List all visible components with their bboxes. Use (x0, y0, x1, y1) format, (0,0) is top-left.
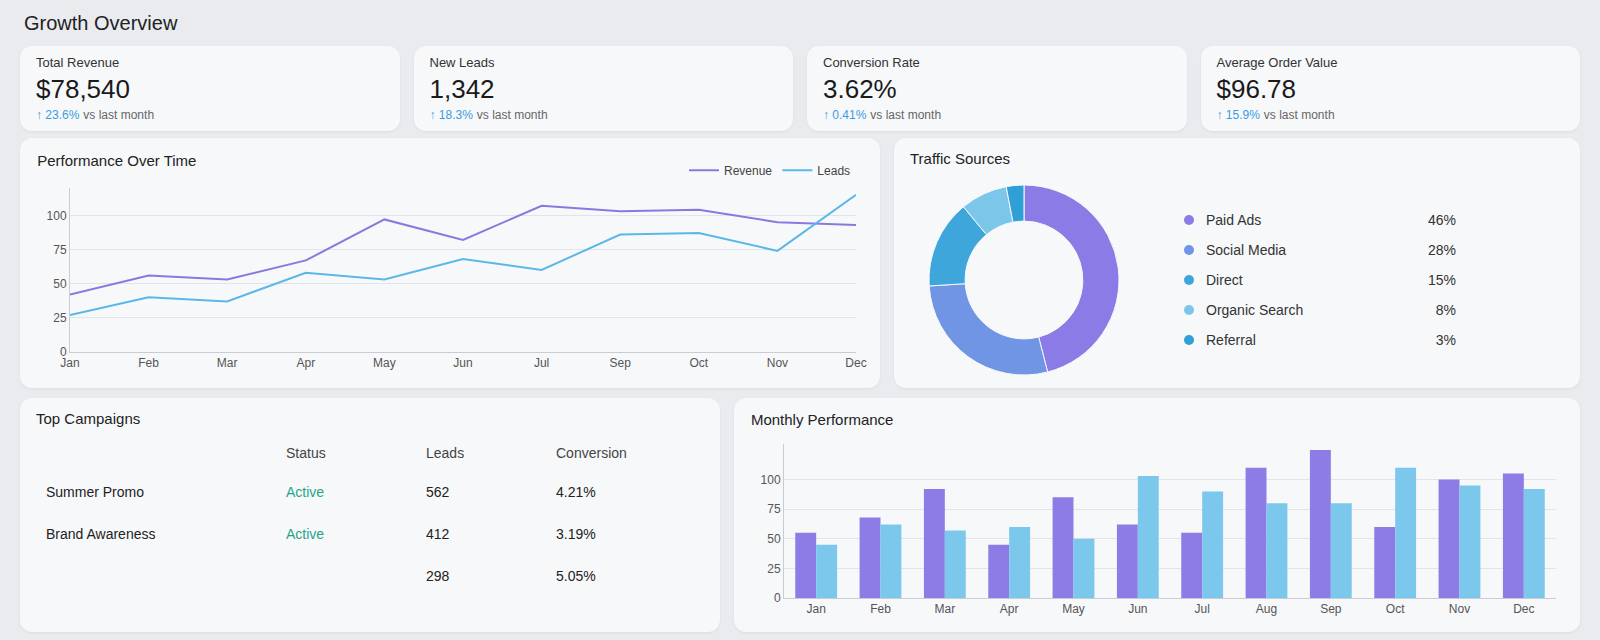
svg-text:Dec: Dec (845, 356, 866, 370)
html-text:4.21%: 4.21% (556, 484, 596, 500)
html-text:↑ 15.9% vs last month: ↑ 15.9% vs last month (1216, 108, 1335, 122)
svg-text:Feb: Feb (870, 602, 891, 616)
html-text:↑ 0.41% vs last month: ↑ 0.41% vs last month (823, 108, 942, 122)
html-text:Growth Overview: Growth Overview (24, 12, 178, 34)
svg-text:Oct: Oct (689, 356, 708, 370)
svg-text:Leads: Leads (817, 164, 850, 178)
html-text:Active: Active (286, 484, 325, 500)
svg-text:Sep: Sep (1320, 602, 1342, 616)
svg-text:0: 0 (60, 345, 67, 359)
html-text:Average Order Value: Average Order Value (1216, 55, 1338, 70)
svg-text:100: 100 (47, 209, 67, 223)
svg-text:Mar: Mar (934, 602, 955, 616)
svg-text:Jan: Jan (806, 602, 825, 616)
svg-text:Feb: Feb (138, 356, 159, 370)
html-text:Top Campaigns: Top Campaigns (36, 410, 141, 427)
html-text:Conversion Rate: Conversion Rate (823, 55, 920, 70)
svg-text:Monthly Performance: Monthly Performance (751, 411, 894, 428)
svg-text:Jun: Jun (1128, 602, 1147, 616)
svg-text:75: 75 (767, 502, 781, 516)
html-text:Direct: Direct (1206, 272, 1243, 288)
html-text:New Leads: New Leads (429, 55, 495, 70)
html-text:Referral: Referral (1206, 332, 1256, 348)
svg-text:Nov: Nov (767, 356, 788, 370)
svg-text:50: 50 (53, 277, 67, 291)
html-text:Conversion: Conversion (556, 445, 627, 461)
html-text:Total Revenue: Total Revenue (36, 55, 120, 70)
html-text:Brand Awareness: Brand Awareness (46, 526, 156, 542)
html-text:3.62%: 3.62% (823, 74, 897, 104)
svg-text:Mar: Mar (217, 356, 238, 370)
svg-text:Apr: Apr (296, 356, 315, 370)
html-text:Status: Status (286, 445, 326, 461)
svg-text:Oct: Oct (1386, 602, 1405, 616)
html-text:298: 298 (426, 568, 450, 584)
html-text:1,342: 1,342 (429, 74, 495, 104)
html-text:↑ 18.3% vs last month: ↑ 18.3% vs last month (429, 108, 548, 122)
html-text:Active: Active (286, 526, 325, 542)
html-text:↑ 23.6% vs last month: ↑ 23.6% vs last month (36, 108, 155, 122)
svg-text:Jul: Jul (534, 356, 549, 370)
html-text:3.19%: 3.19% (556, 526, 596, 542)
html-text:Social Media: Social Media (1206, 242, 1287, 258)
svg-text:Aug: Aug (1256, 602, 1277, 616)
svg-text:May: May (373, 356, 396, 370)
svg-text:0: 0 (774, 591, 781, 605)
svg-text:Jan: Jan (60, 356, 79, 370)
svg-text:Performance Over Time: Performance Over Time (37, 152, 196, 169)
svg-text:75: 75 (53, 243, 67, 257)
svg-text:Jul: Jul (1194, 602, 1209, 616)
svg-text:Revenue: Revenue (724, 164, 772, 178)
html-text:$96.78: $96.78 (1216, 74, 1296, 104)
svg-text:Jun: Jun (453, 356, 472, 370)
html-text:Leads: Leads (426, 445, 465, 461)
svg-text:50: 50 (767, 532, 781, 546)
svg-text:Nov: Nov (1449, 602, 1470, 616)
html-text:412: 412 (426, 526, 450, 542)
html-text:Summer Promo: Summer Promo (46, 484, 144, 500)
html-text:562: 562 (426, 484, 450, 500)
html-text:$78,540: $78,540 (36, 74, 130, 104)
svg-text:May: May (1062, 602, 1085, 616)
html-text:3%: 3% (1435, 332, 1456, 348)
svg-text:100: 100 (761, 473, 781, 487)
svg-text:25: 25 (767, 562, 781, 576)
svg-text:Sep: Sep (610, 356, 632, 370)
html-text:Paid Ads: Paid Ads (1206, 212, 1262, 228)
svg-text:Dec: Dec (1513, 602, 1534, 616)
html-text:Traffic Sources: Traffic Sources (910, 150, 1010, 167)
html-text:15%: 15% (1428, 272, 1456, 288)
svg-text:25: 25 (53, 311, 67, 325)
html-text:28%: 28% (1428, 242, 1456, 258)
svg-text:Apr: Apr (1000, 602, 1019, 616)
html-text:5.05%: 5.05% (556, 568, 596, 584)
html-text:46%: 46% (1428, 212, 1456, 228)
html-text:8%: 8% (1435, 302, 1456, 318)
html-text:Organic Search: Organic Search (1206, 302, 1304, 318)
